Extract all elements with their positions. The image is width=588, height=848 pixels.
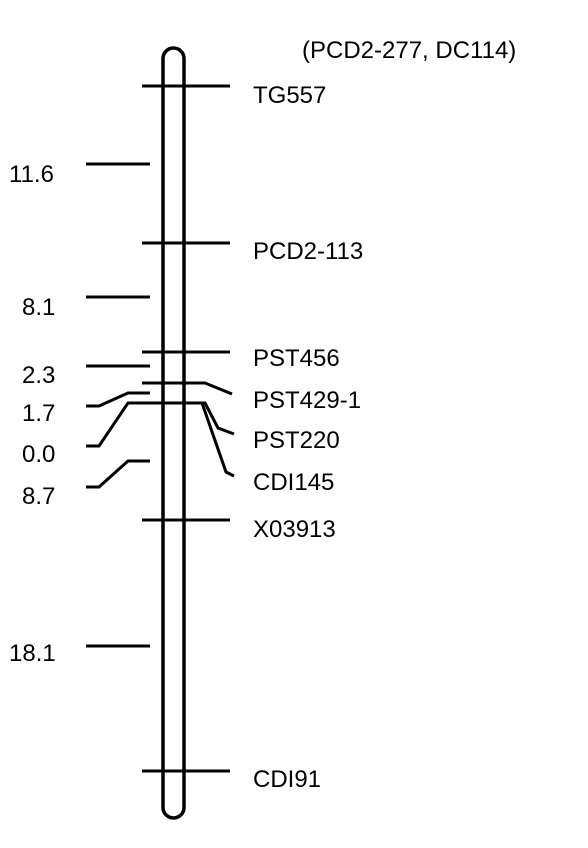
distance-label-2-3: 2.3 <box>22 362 55 389</box>
marker-tick-cdi145 <box>184 401 235 478</box>
distance-label-11-6: 11.6 <box>9 161 54 188</box>
marker-label-cdi145: CDI145 <box>253 469 334 496</box>
distance-label-1-7: 1.7 <box>22 400 55 427</box>
marker-label-pst456: PST456 <box>253 345 340 372</box>
marker-label-cdi91: CDI91 <box>253 766 321 793</box>
marker-tick-pst429-1 <box>142 381 233 396</box>
chromosome-bar <box>161 46 186 820</box>
marker-label-x03913: X03913 <box>253 516 336 543</box>
distance-tick-8-7 <box>86 459 150 489</box>
distance-label-0-0: 0.0 <box>22 441 55 468</box>
marker-label-pcd2-113: PCD2-113 <box>253 238 363 265</box>
marker-tick-pst220 <box>142 401 235 436</box>
marker-label-pst429-1: PST429-1 <box>253 387 361 414</box>
distance-label-18-1: 18.1 <box>9 640 56 667</box>
marker-label-pst220: PST220 <box>253 427 340 454</box>
marker-label-tg557: TG557 <box>253 82 326 109</box>
distance-label-8-7: 8.7 <box>22 483 55 510</box>
distance-label-8-1: 8.1 <box>22 294 55 321</box>
distance-tick-1-7 <box>86 391 150 408</box>
distance-tick-0-0 <box>86 401 150 448</box>
header-note: (PCD2-277, DC114) <box>302 37 516 64</box>
